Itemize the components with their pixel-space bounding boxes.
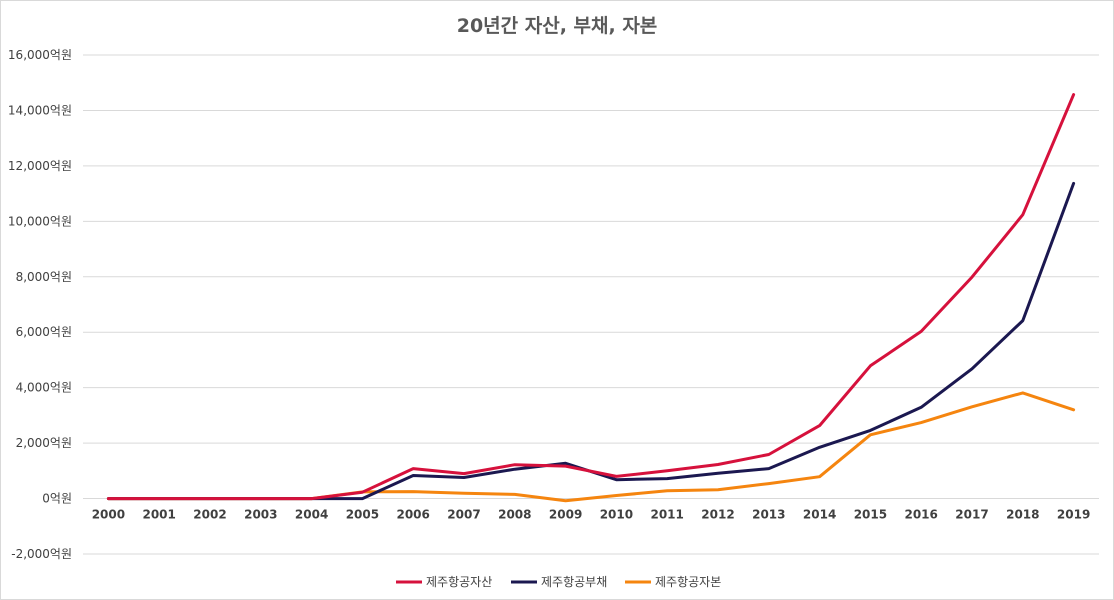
y-axis-ticks: -2,000억원 0억원 2,000억원 4,000억원 6,000억원 8,000억원 1… bbox=[8, 48, 72, 561]
y-tick-label: 4,000억원 bbox=[16, 381, 72, 395]
legend: 제주항공자산 제주항공부채 제주항공자본 bbox=[396, 575, 721, 589]
x-tick-label: 2017 bbox=[955, 508, 988, 522]
x-tick-label: 2004 bbox=[295, 508, 328, 522]
x-tick-label: 2009 bbox=[549, 508, 582, 522]
y-tick-label: 6,000억원 bbox=[16, 325, 72, 339]
y-tick-label: 2,000억원 bbox=[16, 436, 72, 450]
x-tick-label: 2014 bbox=[803, 508, 836, 522]
x-tick-label: 2001 bbox=[142, 508, 175, 522]
x-tick-label: 2005 bbox=[346, 508, 379, 522]
series-line-3 bbox=[106, 391, 1076, 503]
x-tick-label: 2003 bbox=[244, 508, 277, 522]
x-axis-ticks: 2000 2001 2002 2003 2004 2005 2006 2007 2008 2009… bbox=[92, 508, 1091, 522]
series-line-1 bbox=[106, 93, 1076, 501]
legend-label: 제주항공자산 bbox=[426, 575, 492, 589]
y-tick-label: 10,000억원 bbox=[8, 214, 72, 228]
x-tick-label: 2006 bbox=[396, 508, 429, 522]
x-tick-label: 2011 bbox=[650, 508, 683, 522]
legend-label: 제주항공자본 bbox=[655, 575, 721, 589]
series-line-2 bbox=[106, 181, 1076, 501]
x-tick-label: 2002 bbox=[193, 508, 226, 522]
chart-title: 20년간 자산, 부채, 자본 bbox=[457, 15, 658, 37]
y-tick-label: 14,000억원 bbox=[8, 103, 72, 117]
x-tick-label: 2000 bbox=[92, 508, 125, 522]
x-tick-label: 2008 bbox=[498, 508, 531, 522]
x-tick-label: 2007 bbox=[447, 508, 480, 522]
x-tick-label: 2013 bbox=[752, 508, 785, 522]
series-lines bbox=[106, 93, 1076, 503]
x-tick-label: 2018 bbox=[1006, 508, 1039, 522]
x-tick-label: 2012 bbox=[701, 508, 734, 522]
y-tick-label: 12,000억원 bbox=[8, 159, 72, 173]
y-tick-label: 16,000억원 bbox=[8, 48, 72, 62]
x-tick-label: 2015 bbox=[854, 508, 887, 522]
y-tick-label: -2,000억원 bbox=[11, 547, 72, 561]
gridlines bbox=[83, 54, 1099, 555]
legend-label: 제주항공부채 bbox=[541, 575, 607, 589]
y-tick-label: 0억원 bbox=[42, 492, 72, 506]
x-tick-label: 2010 bbox=[600, 508, 633, 522]
x-tick-label: 2016 bbox=[904, 508, 937, 522]
x-tick-label: 2019 bbox=[1057, 508, 1090, 522]
y-tick-label: 8,000억원 bbox=[16, 270, 72, 284]
